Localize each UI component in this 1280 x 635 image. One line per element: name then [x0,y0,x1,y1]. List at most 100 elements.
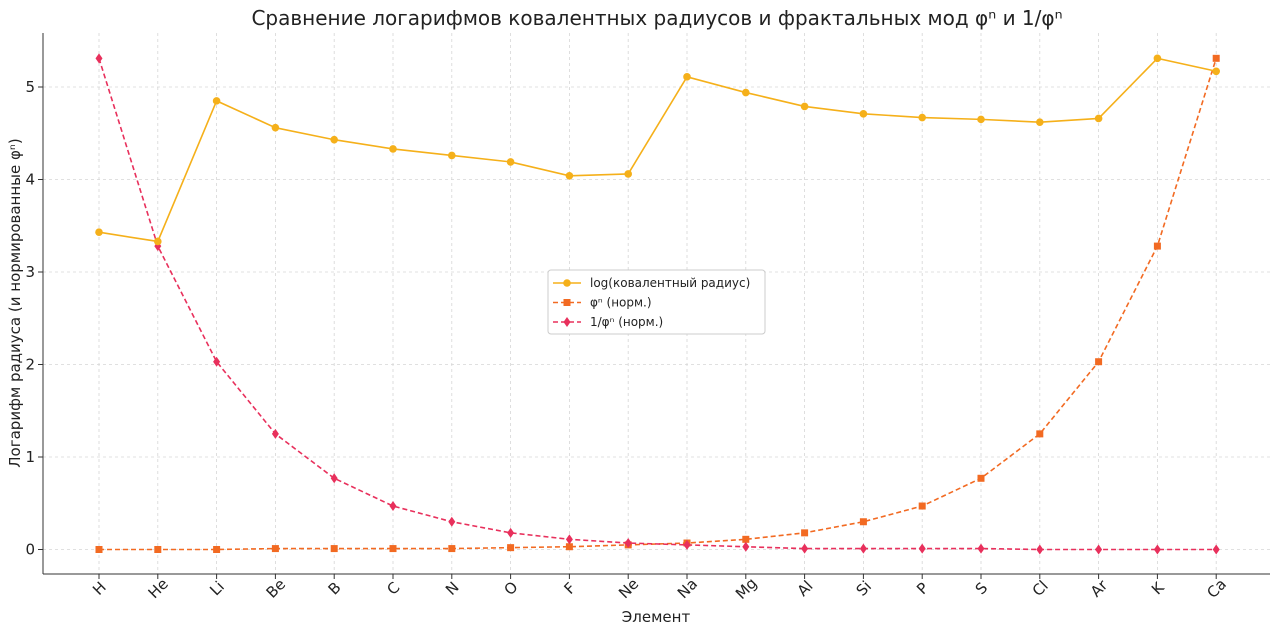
data-point-square [977,474,985,482]
data-point-diamond [448,516,456,527]
x-tick-label-b: B [325,578,345,598]
data-point-circle [330,135,339,144]
y-tick-label: 0 [25,541,35,559]
legend-marker-diamond [563,317,571,327]
data-point-diamond [1212,544,1220,555]
legend-label: log(ковалентный радиус) [590,276,750,290]
data-point-diamond [1095,544,1103,555]
data-point-circle [1036,118,1044,126]
x-tick-label-cl: Cl [1029,577,1052,600]
x-tick-label-mg: Mg [732,574,761,603]
data-point-square [1153,242,1161,250]
legend-marker-circle [563,279,571,287]
series-1-норм [95,53,1220,555]
data-point-diamond [507,527,515,538]
data-point-diamond [683,539,691,550]
x-tick-label-p: P [913,579,932,598]
data-point-diamond [213,356,221,367]
data-point-square [95,546,103,553]
data-point-circle [212,97,221,105]
data-point-diamond [389,501,397,512]
y-ticks: 0 1 2 3 4 5 [25,78,43,559]
data-point-circle [918,113,926,122]
x-axis-label: Элемент [622,608,691,626]
data-point-diamond [624,538,632,549]
x-tick-label-s: S [972,579,991,598]
x-tick-label-ar: Ar [1087,576,1112,601]
data-point-circle [977,115,985,124]
data-point-circle [271,123,280,132]
data-point-square [213,546,221,553]
data-point-circle [859,110,868,118]
data-point-circle [448,151,456,160]
data-point-diamond [859,543,867,554]
data-point-square [1095,358,1103,366]
x-tick-label-c: C [383,578,403,598]
x-tick-label-si: Si [853,577,875,599]
y-tick-label: 3 [25,263,35,281]
data-point-diamond [1036,544,1044,555]
series-line [98,57,1217,243]
data-point-diamond [271,428,279,439]
x-tick-label-o: O [501,578,522,599]
data-point-square [1036,430,1044,438]
data-point-square [565,543,573,551]
data-point-square [918,502,926,510]
legend-box [547,269,766,335]
legend-entry-1: log(ковалентный радиус) [553,276,750,290]
data-point-circle [624,170,632,178]
data-point-circle [1094,114,1103,123]
y-tick-label: 2 [25,356,35,374]
series-line [99,58,1217,551]
data-point-circle [506,158,515,166]
data-point-diamond [95,53,103,64]
y-axis-label: Логарифм радиуса (и нормированные φⁿ) [6,138,24,467]
data-point-diamond [742,541,750,552]
data-point-diamond [918,543,926,554]
x-tick-label-ne: Ne [615,575,642,602]
data-point-square [801,529,809,537]
x-tick-label-al: Al [794,577,817,600]
data-point-diamond [801,543,809,554]
legend-label: φⁿ (норм.) [590,296,652,310]
data-point-circle [95,228,103,237]
data-point-circle [1153,54,1162,63]
chart-title: Сравнение логарифмов ковалентных радиусо… [251,6,1062,30]
legend: log(ковалентный радиус) φⁿ (норм.) 1/φⁿ (н… [547,269,766,335]
x-tick-label-li: Li [206,578,228,600]
data-point-diamond [330,473,338,484]
data-point-circle [800,102,809,111]
data-point-diamond [565,534,573,545]
data-point-circle [742,88,750,97]
x-tick-label-ca: Ca [1203,575,1230,602]
data-point-diamond [977,543,985,554]
y-tick-label: 5 [25,78,35,96]
x-ticks: H He Li Be B C N O F Ne Na Mg Al Si P S Cl Ar K Ca [89,574,1230,603]
x-tick-label-be: Be [263,575,290,602]
data-point-diamond [1153,544,1161,555]
y-tick-label: 1 [25,448,35,466]
data-point-circle [389,145,397,153]
data-point-circle [1212,67,1220,76]
data-point-circle [154,237,162,246]
data-point-circle [565,172,574,180]
series-line [98,58,1217,551]
legend-entry-2: φⁿ (норм.) [553,296,652,310]
x-tick-label-n: N [442,578,463,599]
legend-marker-square [563,299,571,306]
legend-entry-3: 1/φⁿ (норм.) [553,315,663,329]
axes [42,33,1270,575]
data-point-square [448,545,456,553]
data-point-square [1212,54,1220,62]
x-tick-label-na: Na [674,575,701,602]
data-point-square [154,546,162,553]
series-log-ковалентный-радиус [95,54,1220,246]
data-point-circle [683,73,691,81]
data-point-square [389,545,397,553]
y-tick-label: 4 [25,171,35,189]
series-норм [95,54,1220,553]
series-layer [95,53,1220,555]
data-point-square [742,535,750,543]
data-point-square [507,544,515,552]
